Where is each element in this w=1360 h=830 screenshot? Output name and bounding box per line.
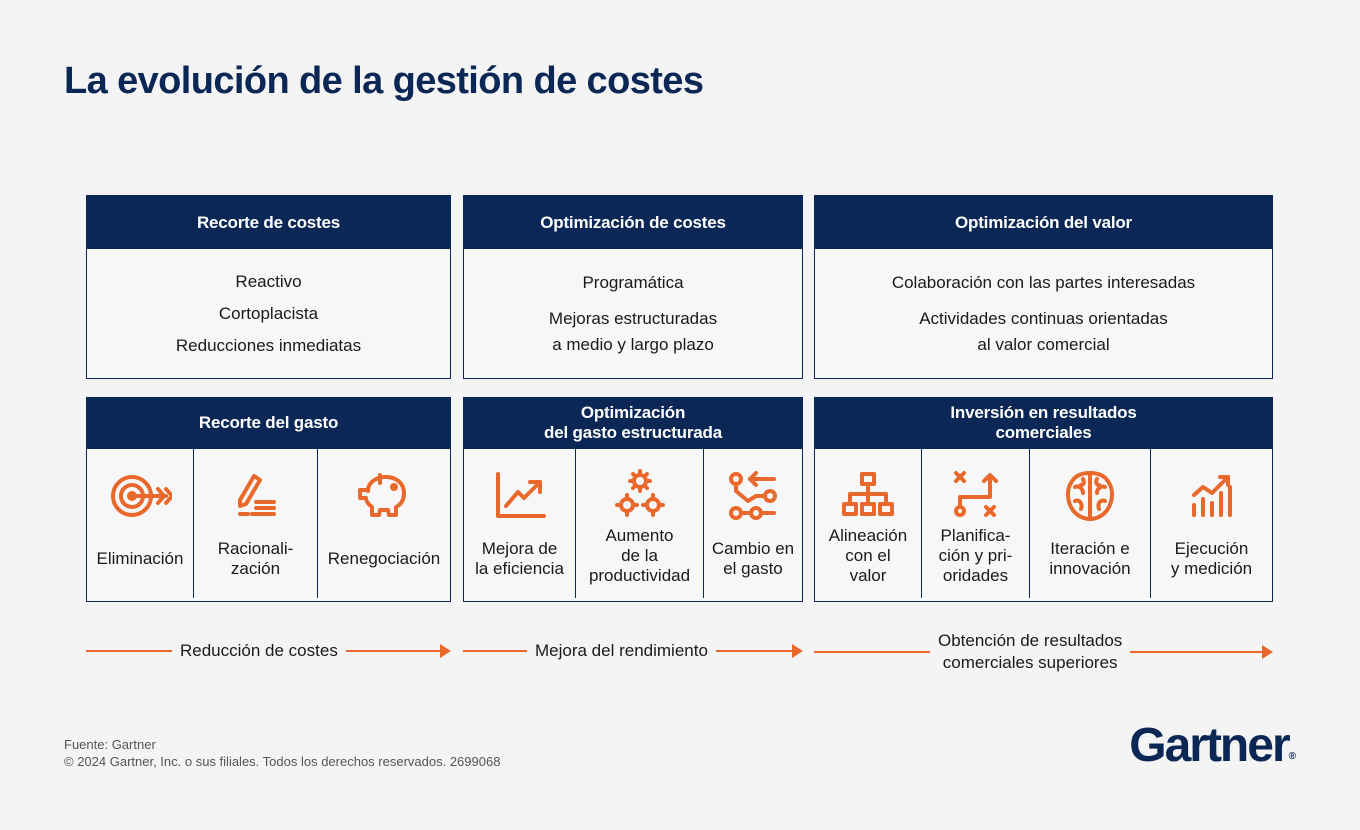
cell-execution: Ejecución y medición bbox=[1151, 449, 1272, 598]
arrow-line bbox=[1130, 651, 1262, 653]
cell-label: Cambio en el gasto bbox=[711, 538, 795, 578]
cell-label: Racionali- zación bbox=[217, 538, 294, 578]
piggy-bank-icon bbox=[318, 461, 450, 531]
icon-cells: Alineación con el valor Planifica- ción … bbox=[815, 448, 1272, 598]
top-box-line: Programática bbox=[582, 272, 684, 292]
top-box-body: Colaboración con las partes interesadas … bbox=[815, 249, 1272, 378]
cell-label: Iteración e innovación bbox=[1049, 538, 1131, 578]
icon-cells: Eliminación Racionali- zación bbox=[87, 448, 450, 598]
cell-label: Planifica- ción y pri- oridades bbox=[938, 526, 1013, 585]
cell-label: Ejecución y medición bbox=[1170, 538, 1253, 578]
arrow-cost-reduction: Reducción de costes bbox=[86, 640, 451, 662]
top-box-cost-cutting: Recorte de costes Reactivo Cortoplacista… bbox=[86, 195, 451, 379]
org-chart-icon bbox=[815, 461, 921, 526]
arrow-head bbox=[440, 644, 451, 658]
flow-arrows-icon bbox=[704, 461, 802, 531]
cell-rationalization: Racionali- zación bbox=[194, 449, 318, 598]
cell-label: Alineación con el valor bbox=[828, 526, 908, 585]
logo-text: Gartner bbox=[1129, 719, 1290, 772]
gartner-logo: Gartner® bbox=[1129, 718, 1296, 773]
cell-elimination: Eliminación bbox=[87, 449, 194, 598]
top-box-line: Cortoplacista bbox=[218, 303, 319, 323]
cell-label: Aumento de la productividad bbox=[588, 526, 691, 585]
cell-iteration: Iteración e innovación bbox=[1030, 449, 1151, 598]
arrow-line bbox=[715, 650, 792, 652]
arrow-line bbox=[463, 650, 527, 652]
top-box-line: Colaboración con las partes interesadas bbox=[891, 272, 1196, 292]
arrow-label: Mejora del rendimiento bbox=[535, 641, 708, 660]
arrow-label: Reducción de costes bbox=[180, 641, 338, 660]
top-box-header: Recorte de costes bbox=[87, 196, 450, 249]
top-box-value-optimization: Optimización del valor Colaboración con … bbox=[814, 195, 1273, 379]
brain-icon bbox=[1030, 461, 1150, 531]
cell-value-alignment: Alineación con el valor bbox=[815, 449, 922, 598]
top-box-line: Mejoras estructuradas a medio y largo pl… bbox=[548, 308, 718, 354]
logo-mark: ® bbox=[1288, 751, 1296, 762]
arrow-head bbox=[1262, 645, 1273, 659]
bottom-box-header: Optimización del gasto estructurada bbox=[464, 398, 802, 448]
bottom-box-header: Inversión en resultados comerciales bbox=[815, 398, 1272, 448]
planning-icon bbox=[922, 461, 1029, 526]
cell-productivity: Aumento de la productividad bbox=[576, 449, 704, 598]
cell-label: Eliminación bbox=[96, 548, 184, 568]
arrow-line bbox=[86, 650, 172, 652]
page-title: La evolución de la gestión de costes bbox=[64, 60, 704, 102]
arrow-head bbox=[792, 644, 803, 658]
arrow-label: Obtención de resultados comerciales supe… bbox=[938, 631, 1123, 672]
target-icon bbox=[87, 461, 193, 531]
cell-label: Mejora de la eficiencia bbox=[475, 538, 564, 578]
trend-chart-icon bbox=[464, 461, 575, 531]
bottom-box-business-outcomes: Inversión en resultados comerciales Alin… bbox=[814, 397, 1273, 602]
top-box-line: Actividades continuas orientadas al valo… bbox=[919, 308, 1168, 354]
top-box-body: Reactivo Cortoplacista Reducciones inmed… bbox=[87, 249, 450, 378]
footer-copyright: © 2024 Gartner, Inc. o sus filiales. Tod… bbox=[64, 754, 501, 769]
top-box-line: Reactivo bbox=[235, 271, 302, 291]
arrow-performance: Mejora del rendimiento bbox=[463, 640, 803, 662]
footer-source: Fuente: Gartner bbox=[64, 737, 156, 752]
bottom-box-header: Recorte del gasto bbox=[87, 398, 450, 448]
footer: Fuente: Gartner © 2024 Gartner, Inc. o s… bbox=[64, 736, 500, 770]
bottom-box-structured-spend: Optimización del gasto estructurada Mejo… bbox=[463, 397, 803, 602]
cell-efficiency: Mejora de la eficiencia bbox=[464, 449, 576, 598]
top-box-header: Optimización del valor bbox=[815, 196, 1272, 249]
top-box-header: Optimización de costes bbox=[464, 196, 802, 249]
bar-chart-icon bbox=[1151, 461, 1272, 531]
cell-spend-change: Cambio en el gasto bbox=[704, 449, 802, 598]
arrow-line bbox=[814, 651, 930, 653]
arrow-business-results: Obtención de resultados comerciales supe… bbox=[814, 630, 1273, 674]
top-box-cost-optimization: Optimización de costes Programática Mejo… bbox=[463, 195, 803, 379]
gears-icon bbox=[576, 461, 703, 526]
top-box-line: Reducciones inmediatas bbox=[175, 335, 362, 355]
icon-cells: Mejora de la eficiencia Aumento de la pr… bbox=[464, 448, 802, 598]
pencil-list-icon bbox=[194, 461, 317, 531]
cell-planning: Planifica- ción y pri- oridades bbox=[922, 449, 1030, 598]
cell-label: Renegociación bbox=[327, 548, 441, 568]
cell-renegotiation: Renegociación bbox=[318, 449, 450, 598]
top-box-body: Programática Mejoras estructuradas a med… bbox=[464, 249, 802, 378]
arrow-line bbox=[345, 650, 440, 652]
bottom-box-spend-cutting: Recorte del gasto Eliminación bbox=[86, 397, 451, 602]
